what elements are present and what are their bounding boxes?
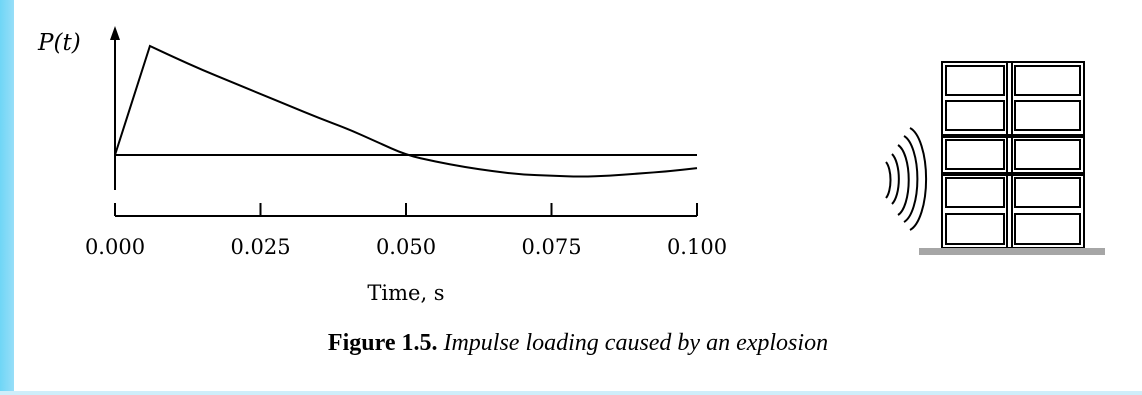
caption-number: Figure 1.5. — [327, 330, 438, 356]
figure-panel: P(t) 0.000 0.025 0.050 0.075 0.100 Time, s — [14, 0, 1142, 391]
time-axis-ticks: 0.000 0.025 0.050 0.075 0.100 — [85, 203, 727, 259]
y-axis-label: P(t) — [37, 30, 81, 56]
x-tick-label: 0.050 — [376, 235, 436, 259]
ground-strip — [919, 248, 1105, 255]
x-tick-label: 0.025 — [230, 235, 290, 259]
figure-caption: Figure 1.5. Impulse loading caused by an… — [14, 330, 1142, 357]
left-border-strip — [0, 0, 14, 391]
figure-svg: P(t) 0.000 0.025 0.050 0.075 0.100 Time, s — [37, 26, 1105, 305]
x-tick-label: 0.000 — [85, 235, 145, 259]
y-axis-arrowhead — [110, 26, 120, 40]
building-frame-icon — [941, 61, 1085, 249]
x-axis-title: Time, s — [367, 281, 444, 305]
x-tick-label: 0.100 — [667, 235, 727, 259]
x-tick-label: 0.075 — [521, 235, 581, 259]
load-curve-series — [114, 44, 698, 178]
blast-wave-icon — [885, 127, 928, 231]
caption-text: Impulse loading caused by an explosion — [443, 330, 829, 356]
